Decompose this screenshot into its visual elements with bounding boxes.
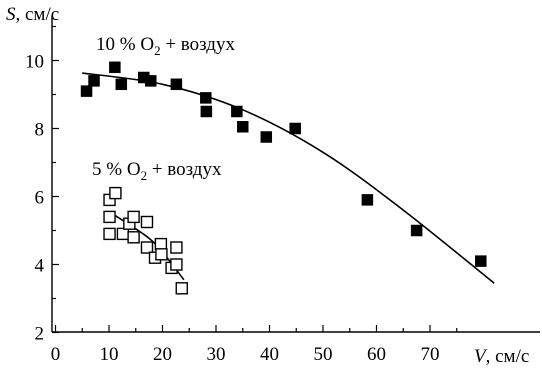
x-tick-label: 50 (314, 344, 333, 365)
data-point-filled-square (361, 194, 374, 206)
data-point-open-square (170, 241, 183, 254)
data-point-open-square (127, 210, 140, 224)
data-point-filled-square (88, 75, 100, 87)
y-tick-label: 8 (35, 120, 45, 141)
data-point-filled-square (231, 105, 243, 118)
y-axis-ticks: 2 4 6 8 10 (25, 25, 59, 345)
data-point-open-square (140, 215, 154, 229)
y-axis-unit: , см/с (16, 4, 60, 25)
x-axis-variable: V (474, 346, 488, 367)
data-point-filled-square (289, 122, 301, 135)
x-tick-label: 20 (153, 344, 172, 365)
series-label-10-pre: 10 % O (96, 34, 154, 55)
data-point-filled-square (170, 78, 183, 91)
x-tick-label: 60 (367, 344, 386, 365)
data-point-filled-square (260, 131, 273, 143)
x-tick-label: 40 (260, 344, 279, 365)
y-tick-label: 4 (35, 256, 45, 277)
data-point-filled-square (200, 92, 212, 104)
series-label-10-sub: 2 (154, 43, 161, 58)
x-axis-unit: , см/с (486, 346, 530, 367)
x-tick-label: 30 (207, 344, 226, 365)
series-label-5-sub: 2 (141, 168, 148, 183)
series-label-10-percent: 10 % O2 + воздух (96, 34, 235, 58)
data-point-open-square (127, 231, 140, 244)
data-point-open-square (109, 186, 122, 200)
data-point-filled-square (410, 224, 423, 237)
x-tick-label: 70 (421, 344, 440, 365)
data-point-open-square (154, 237, 168, 251)
data-point-open-square (140, 241, 154, 254)
data-point-open-square (170, 258, 183, 271)
data-point-filled-square (200, 105, 213, 118)
data-point-filled-square (80, 85, 93, 97)
series-label-10-post: + воздух (161, 34, 236, 55)
data-point-open-square (155, 248, 168, 261)
series-label-5-pre: 5 % O (92, 159, 141, 180)
y-tick-label: 10 (25, 52, 44, 73)
data-point-filled-square (237, 121, 249, 133)
data-point-open-square (103, 210, 116, 224)
data-point-open-square (103, 227, 116, 241)
data-series (80, 61, 495, 295)
x-axis-label: V, см/с (474, 346, 529, 367)
data-point-open-square (116, 227, 130, 241)
y-axis-label: S, см/с (6, 4, 59, 25)
series-label-5-percent: 5 % O2 + воздух (92, 159, 222, 183)
data-point-filled-square (115, 78, 128, 91)
y-tick-label: 6 (35, 188, 45, 209)
data-point-filled-square (144, 75, 157, 87)
x-axis-ticks: 0 10 20 30 40 50 60 70 (51, 325, 458, 365)
data-point-filled-square (475, 255, 487, 267)
x-tick-label: 10 (100, 344, 119, 365)
x-tick-label: 0 (51, 344, 61, 365)
y-axis-variable: S (6, 4, 16, 25)
series-label-5-post: + воздух (147, 159, 222, 180)
data-point-open-square (175, 282, 188, 295)
y-tick-label: 2 (35, 324, 45, 345)
data-point-filled-square (109, 61, 121, 74)
